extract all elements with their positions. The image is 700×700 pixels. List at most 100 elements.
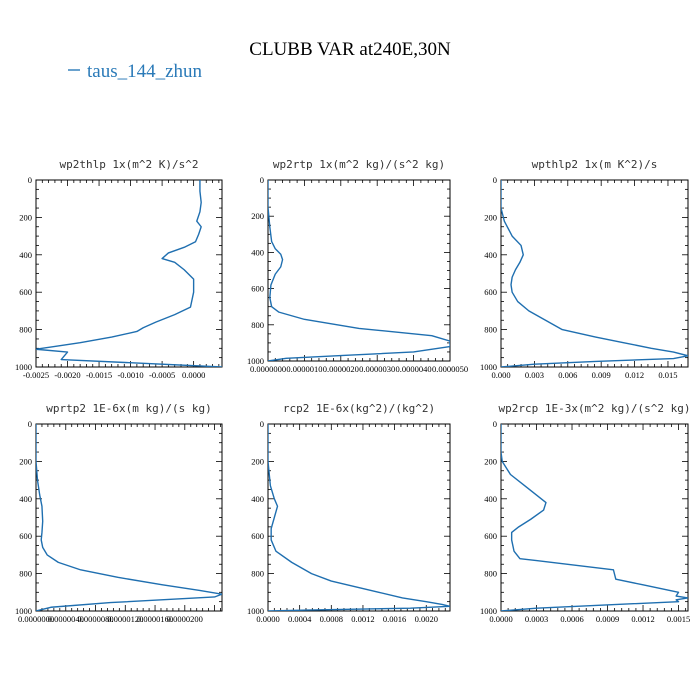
y-tick-label: 1000 — [15, 606, 32, 616]
y-tick-label: 400 — [19, 494, 32, 504]
y-tick-label: 0 — [260, 419, 264, 429]
x-tick-label: 0.0000020 — [323, 364, 359, 374]
plot-frame — [500, 179, 689, 368]
panel-title: wp2rcp 1E-3x(m^2 kg)/(s^2 kg) — [498, 402, 690, 415]
x-tick-label: 0.0015 — [667, 614, 690, 624]
y-tick-label: 0 — [28, 175, 32, 185]
y-tick-label: 1000 — [480, 362, 497, 372]
y-tick-label: 0 — [260, 175, 264, 185]
x-tick-label: 0.0004 — [288, 614, 312, 624]
plot-frame — [267, 179, 451, 362]
plot-frame — [267, 423, 451, 612]
y-tick-label: 600 — [251, 284, 264, 294]
x-tick-label: 0.003 — [525, 370, 544, 380]
x-tick-label: 0.0000000 — [18, 614, 54, 624]
x-tick-label: 0.0000040 — [396, 364, 432, 374]
panel-5: rcp2 1E-6x(kg^2)/(kg^2) 0 200 400 600 800 1000… — [247, 402, 451, 624]
y-tick-label: 200 — [19, 212, 32, 222]
x-tick-label: 0.0012 — [631, 614, 654, 624]
series-line — [268, 180, 450, 361]
y-tick-label: 200 — [484, 456, 497, 466]
y-tick-label: 600 — [19, 531, 32, 541]
panel-title: wp2thlp 1x(m^2 K)/s^2 — [59, 158, 198, 171]
x-tick-label: 0.009 — [592, 370, 611, 380]
x-tick-label: -0.0010 — [117, 370, 143, 380]
x-tick-label: -0.0020 — [54, 370, 80, 380]
y-tick-label: 800 — [251, 569, 264, 579]
series-line — [36, 424, 222, 611]
y-tick-label: 600 — [19, 287, 32, 297]
y-tick-label: 1000 — [480, 606, 497, 616]
x-tick-label: 0.0000080 — [77, 614, 113, 624]
x-tick-label: 0.0016 — [383, 614, 406, 624]
x-tick-label: -0.0025 — [23, 370, 49, 380]
x-tick-label: 0.0000200 — [167, 614, 203, 624]
y-tick-label: 400 — [19, 250, 32, 260]
x-tick-label: 0.0000160 — [137, 614, 173, 624]
x-tick-label: 0.0000030 — [359, 364, 395, 374]
x-tick-label: 0.0000 — [182, 370, 205, 380]
plot-frame — [35, 179, 223, 368]
y-tick-label: 0 — [28, 419, 32, 429]
figure-title: CLUBB VAR at240E,30N — [249, 39, 451, 60]
series-line — [501, 180, 688, 367]
x-tick-label: 0.015 — [658, 370, 677, 380]
panel-title: rcp2 1E-6x(kg^2)/(kg^2) — [283, 402, 435, 415]
x-tick-label: 0.0020 — [415, 614, 438, 624]
series-line — [268, 424, 450, 611]
x-tick-label: 0.0003 — [525, 614, 548, 624]
y-tick-label: 200 — [19, 456, 32, 466]
x-tick-label: 0.0000040 — [48, 614, 84, 624]
series-line — [501, 424, 688, 611]
y-tick-label: 600 — [484, 531, 497, 541]
y-tick-label: 800 — [484, 569, 497, 579]
x-tick-label: 0.0000050 — [432, 364, 468, 374]
x-tick-label: -0.0005 — [149, 370, 175, 380]
x-tick-label: 0.006 — [558, 370, 577, 380]
panel-3: wpthlp2 1x(m K^2)/s020040060080010000.00… — [480, 158, 689, 380]
y-tick-label: 0 — [493, 419, 497, 429]
x-tick-label: 0.0000 — [489, 614, 512, 624]
y-tick-label: 600 — [484, 287, 497, 297]
y-tick-label: 400 — [251, 494, 264, 504]
legend: taus_144_zhun — [68, 61, 203, 82]
y-tick-label: 800 — [484, 325, 497, 335]
panel-1: wp2thlp 1x(m^2 K)/s^202004006008001000-0… — [15, 158, 223, 380]
x-tick-label: -0.0015 — [86, 370, 112, 380]
y-tick-label: 800 — [19, 325, 32, 335]
x-tick-label: 0.000 — [491, 370, 510, 380]
panel-4: wprtp2 1E-6x(m kg)/(s kg) 0 200 400 600 800 10… — [15, 402, 223, 624]
x-tick-label: 0.0000 — [256, 614, 279, 624]
y-tick-label: 200 — [251, 211, 264, 221]
x-tick-label: 0.0008 — [320, 614, 343, 624]
y-tick-label: 600 — [251, 531, 264, 541]
y-tick-label: 400 — [251, 247, 264, 257]
y-tick-label: 0 — [493, 175, 497, 185]
x-tick-label: 0.0006 — [560, 614, 583, 624]
panel-2: wp2rtp 1x(m^2 kg)/(s^2 kg) 0 200 400 600 800 1… — [247, 158, 468, 374]
series-line — [36, 180, 222, 367]
x-tick-label: 0.0000120 — [107, 614, 143, 624]
y-tick-label: 1000 — [247, 356, 264, 366]
y-tick-label: 400 — [484, 494, 497, 504]
x-tick-label: 0.0000010 — [286, 364, 322, 374]
x-tick-label: 0.0012 — [351, 614, 374, 624]
panel-6: wp2rcp 1E-3x(m^2 kg)/(s^2 kg)0 200 400 600 8… — [480, 402, 691, 624]
panel-grid: wp2thlp 1x(m^2 K)/s^2 0 200 400 600 800 1000 -0… — [15, 158, 691, 624]
panel-title: wpthlp2 1x(m K^2)/s — [532, 158, 658, 171]
y-tick-label: 200 — [251, 456, 264, 466]
y-tick-label: 1000 — [247, 606, 264, 616]
plot-frame — [35, 423, 223, 612]
x-tick-label: 0.012 — [625, 370, 644, 380]
y-tick-label: 800 — [251, 320, 264, 330]
x-tick-label: 0.0000000 — [250, 364, 286, 374]
panel-title: wprtp2 1E-6x(m kg)/(s kg) — [46, 402, 212, 415]
panel-title: wp2rtp 1x(m^2 kg)/(s^2 kg) — [273, 158, 445, 171]
x-tick-label: 0.0009 — [596, 614, 619, 624]
plot-frame — [500, 423, 689, 612]
y-tick-label: 800 — [19, 569, 32, 579]
legend-label: taus_144_zhun — [87, 61, 203, 82]
y-tick-label: 400 — [484, 250, 497, 260]
y-tick-label: 200 — [484, 212, 497, 222]
